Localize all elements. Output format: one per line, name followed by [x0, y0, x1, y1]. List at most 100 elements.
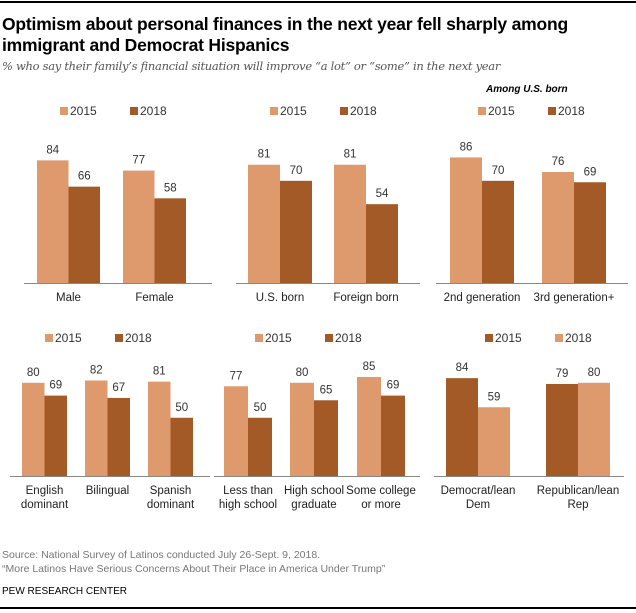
legend-label-2018: 2018: [125, 331, 152, 345]
bar-2015: [446, 378, 478, 476]
legend-swatch-2018: [555, 334, 563, 342]
data-label: 59: [488, 391, 501, 403]
bar-2015: [290, 382, 314, 476]
legend-swatch-2018: [325, 334, 333, 342]
legend-swatch-2018: [130, 107, 138, 115]
data-label: 79: [556, 368, 569, 380]
data-label: 70: [290, 165, 303, 177]
legend-label-2015: 2015: [488, 104, 515, 118]
legend-label-2018: 2018: [558, 104, 585, 118]
legend-swatch-2015: [45, 334, 53, 342]
category-label: or more: [361, 499, 401, 511]
category-label: High school: [284, 485, 344, 497]
bar-2015: [148, 381, 171, 476]
category-label: Rep: [567, 499, 588, 511]
organization-name: PEW RESEARCH CENTER: [2, 586, 128, 597]
bar-2018: [578, 382, 610, 476]
category-label: Democrat/lean: [441, 485, 516, 497]
category-label: Male: [56, 292, 81, 304]
category-label: Bilingual: [86, 485, 129, 497]
bar-2015: [334, 164, 366, 283]
data-label: 80: [296, 367, 309, 379]
bar-2015: [450, 157, 482, 283]
bar-2018: [314, 400, 338, 476]
bar-2015: [357, 376, 381, 476]
category-label: English: [26, 485, 64, 497]
data-label: 81: [153, 366, 166, 378]
category-label: U.S. born: [256, 292, 305, 304]
category-label: graduate: [291, 499, 336, 511]
bar-2018: [154, 198, 186, 283]
bar-2015: [546, 383, 578, 476]
category-label: Republican/lean: [537, 485, 619, 497]
data-label: 82: [90, 364, 103, 376]
panel-subtitle: Among U.S. born: [485, 84, 568, 95]
data-label: 69: [49, 380, 62, 392]
data-label: 70: [492, 165, 505, 177]
category-label: Less than: [223, 485, 273, 497]
data-label: 81: [344, 149, 357, 161]
bar-2018: [170, 417, 193, 476]
data-label: 69: [584, 166, 597, 178]
legend-label-2015: 2015: [265, 331, 292, 345]
category-label: Female: [135, 292, 173, 304]
bar-2018: [280, 180, 312, 283]
data-label: 50: [254, 402, 267, 414]
data-label: 77: [230, 370, 243, 382]
data-label: 67: [112, 382, 125, 394]
data-label: 80: [588, 367, 601, 379]
data-label: 81: [258, 149, 271, 161]
category-label: Some college: [346, 485, 416, 497]
category-label: Spanish: [150, 485, 192, 497]
bar-2018: [381, 395, 405, 476]
data-label: 77: [132, 155, 145, 167]
bar-2015: [37, 160, 69, 283]
legend-swatch-2018: [115, 334, 123, 342]
data-label: 69: [387, 380, 400, 392]
bar-2018: [107, 397, 130, 476]
legend-swatch-2015: [485, 334, 493, 342]
bar-2018: [366, 204, 398, 283]
bar-2018: [482, 180, 514, 283]
legend-label-2015: 2015: [55, 331, 82, 345]
legend-label-2018: 2018: [350, 104, 377, 118]
category-label: Foreign born: [333, 292, 398, 304]
bar-2015: [248, 164, 280, 283]
legend-label-2015: 2015: [70, 104, 97, 118]
bar-2018: [44, 395, 67, 476]
legend-label-2018: 2018: [565, 331, 592, 345]
chart-title: Optimism about personal finances in the …: [2, 14, 568, 55]
bar-2018: [248, 417, 272, 476]
chart-subtitle: % who say their family’s financial situa…: [2, 59, 501, 73]
source-text: Source: National Survey of Latinos condu…: [2, 549, 321, 561]
data-label: 65: [320, 384, 333, 396]
category-label: 3rd generation+: [534, 292, 615, 304]
data-label: 58: [164, 182, 177, 194]
legend-label-2018: 2018: [140, 104, 167, 118]
legend-swatch-2015: [270, 107, 278, 115]
legend-label-2015: 2015: [495, 331, 522, 345]
legend-label-2018: 2018: [335, 331, 362, 345]
bar-2018: [68, 186, 100, 283]
data-label: 84: [46, 144, 59, 156]
legend-swatch-2015: [255, 334, 263, 342]
legend-swatch-2015: [478, 107, 486, 115]
legend-label-2015: 2015: [280, 104, 307, 118]
bar-2015: [123, 170, 155, 283]
bar-2018: [478, 407, 510, 476]
data-label: 54: [376, 188, 389, 200]
top-rule: [0, 1, 636, 3]
category-label: dominant: [21, 499, 69, 511]
bottom-rule: [0, 607, 636, 609]
category-label: 2nd generation: [444, 292, 521, 304]
report-title: “More Latinos Have Serious Concerns Abou…: [2, 563, 386, 575]
data-label: 66: [78, 171, 91, 183]
bar-2015: [224, 386, 248, 476]
data-label: 80: [27, 367, 40, 379]
legend-swatch-2018: [340, 107, 348, 115]
bar-2018: [574, 182, 606, 283]
category-label: high school: [219, 499, 277, 511]
data-label: 86: [460, 141, 473, 153]
